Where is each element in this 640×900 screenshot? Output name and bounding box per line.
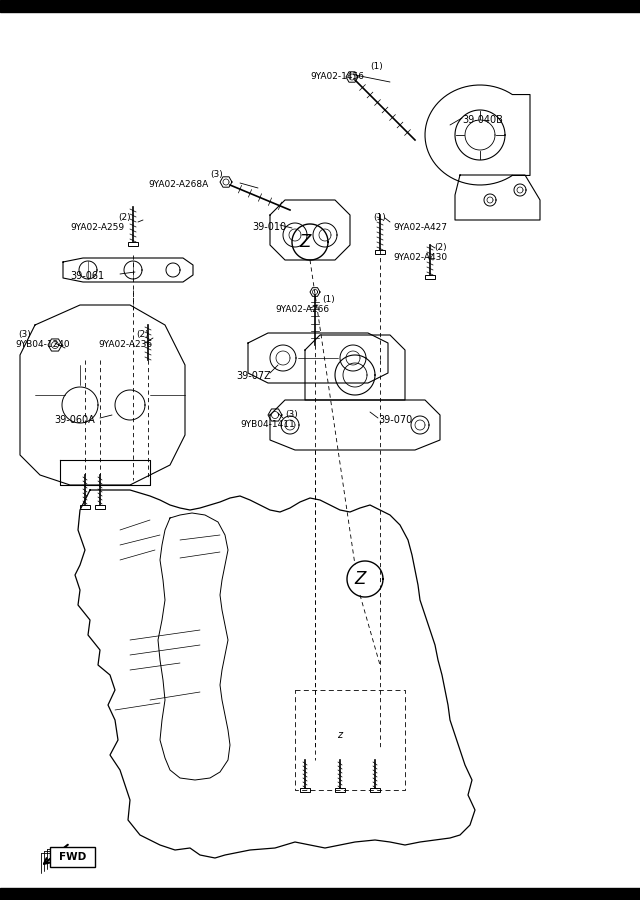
Text: 9YA02-A236: 9YA02-A236: [98, 340, 152, 349]
Text: (2): (2): [136, 330, 148, 339]
FancyBboxPatch shape: [370, 788, 380, 792]
Text: 9YA02-A268A: 9YA02-A268A: [148, 180, 208, 189]
Polygon shape: [305, 335, 405, 400]
FancyBboxPatch shape: [425, 275, 435, 279]
Text: (3): (3): [18, 330, 31, 339]
FancyBboxPatch shape: [300, 788, 310, 792]
FancyBboxPatch shape: [128, 242, 138, 246]
Text: 39-07Z: 39-07Z: [236, 371, 271, 381]
Polygon shape: [248, 333, 388, 383]
Polygon shape: [60, 460, 150, 485]
Text: 9YA02-A259: 9YA02-A259: [70, 223, 124, 232]
FancyBboxPatch shape: [375, 250, 385, 254]
Text: (1): (1): [373, 213, 386, 222]
Text: 9YB04-1411: 9YB04-1411: [240, 420, 295, 429]
Polygon shape: [75, 490, 475, 858]
Text: 39-040B: 39-040B: [462, 115, 503, 125]
Polygon shape: [63, 258, 193, 282]
Polygon shape: [425, 85, 530, 185]
Polygon shape: [268, 409, 282, 421]
Polygon shape: [20, 305, 185, 485]
Text: (1): (1): [322, 295, 335, 304]
Text: z: z: [337, 730, 342, 740]
Polygon shape: [310, 288, 320, 296]
Polygon shape: [455, 175, 540, 220]
Text: 9YA02-A266: 9YA02-A266: [275, 305, 329, 314]
Text: 39-060A: 39-060A: [54, 415, 95, 425]
Text: 39-010: 39-010: [252, 222, 286, 232]
Text: 9YB04-1240: 9YB04-1240: [15, 340, 70, 349]
Text: 9YA02-A427: 9YA02-A427: [393, 223, 447, 232]
Text: (3): (3): [210, 170, 223, 179]
FancyBboxPatch shape: [50, 847, 95, 867]
Text: (2): (2): [118, 213, 131, 222]
Polygon shape: [48, 339, 62, 351]
Text: 9YA02-1456: 9YA02-1456: [310, 72, 364, 81]
Text: 9YA02-A430: 9YA02-A430: [393, 253, 447, 262]
Text: Z: Z: [355, 570, 365, 588]
Bar: [0, 0, 640, 12]
Polygon shape: [346, 72, 358, 82]
FancyBboxPatch shape: [335, 788, 345, 792]
Text: (3): (3): [285, 410, 298, 419]
Text: 39-061: 39-061: [70, 271, 104, 281]
Polygon shape: [220, 176, 232, 187]
Text: 39-070: 39-070: [378, 415, 412, 425]
FancyBboxPatch shape: [143, 360, 153, 364]
FancyBboxPatch shape: [80, 505, 90, 509]
Text: (1): (1): [370, 62, 383, 71]
Text: FWD: FWD: [59, 852, 86, 862]
FancyBboxPatch shape: [95, 505, 105, 509]
Bar: [0, 888, 640, 900]
Polygon shape: [270, 400, 440, 450]
Text: (2): (2): [434, 243, 447, 252]
Polygon shape: [270, 200, 350, 260]
Text: Z: Z: [300, 233, 310, 251]
